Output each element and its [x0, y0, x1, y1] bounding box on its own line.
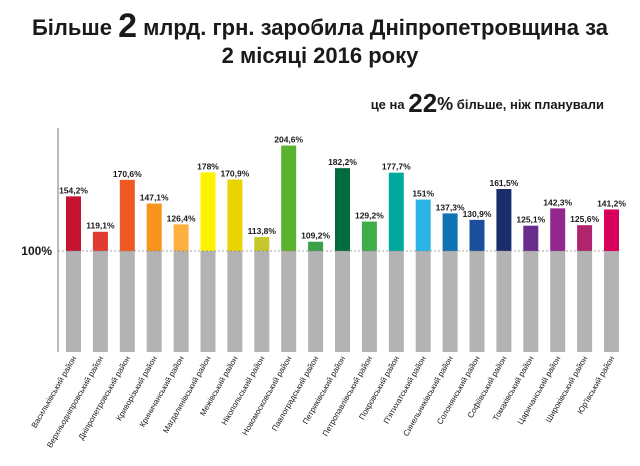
bar-excess: [577, 225, 593, 251]
bar-excess: [335, 168, 350, 251]
bar-excess: [200, 172, 216, 251]
bar-value-label: 126,4%: [167, 213, 196, 223]
bar-excess: [496, 189, 512, 251]
bar-base: [523, 251, 539, 352]
category-label: Петропавлівський район: [321, 355, 374, 438]
bar-base: [66, 251, 81, 352]
bar-excess: [227, 179, 243, 251]
bar-excess: [361, 221, 377, 251]
bar-value-label: 178%: [197, 161, 219, 171]
bar-base: [442, 251, 458, 352]
bar-excess: [254, 237, 270, 251]
subtitle-big-number: 22: [408, 88, 438, 118]
bar-excess: [604, 209, 619, 251]
chart-title: Більше 2 млрд. грн. заробила Дніпропетро…: [0, 9, 640, 70]
title-prefix: Більше: [31, 15, 112, 40]
bar-value-label: 154,2%: [59, 185, 88, 195]
bar-base: [254, 251, 270, 352]
bar-excess: [281, 145, 297, 251]
bar-value-label: 151%: [412, 189, 434, 199]
bar-excess: [119, 179, 135, 251]
bar-value-label: 204,6%: [274, 135, 303, 145]
title-big-number: 2: [118, 7, 138, 45]
bar-excess: [415, 199, 431, 251]
bar-base: [469, 251, 485, 352]
bar-excess: [550, 208, 566, 251]
bar-value-label: 177,7%: [382, 162, 411, 172]
bar-value-label: 170,9%: [220, 169, 249, 179]
bar-value-label: 129,2%: [355, 211, 384, 221]
bar-value-label: 182,2%: [328, 157, 357, 167]
category-label: Новомосковський район: [241, 355, 294, 437]
bar-value-label: 142,3%: [543, 197, 572, 207]
subtitle-prefix: це на: [370, 97, 405, 112]
category-label: Павлоградський район: [270, 355, 320, 433]
title-line-2: 2 місяці 2016 року: [221, 43, 419, 68]
bar-value-label: 109,2%: [301, 231, 330, 241]
bar-value-label: 147,1%: [140, 193, 169, 203]
bar-excess: [146, 203, 162, 251]
bar-value-label: 130,9%: [463, 209, 492, 219]
bar-base: [92, 251, 108, 352]
title-line-1: Більше 2 млрд. грн. заробила Дніпропетро…: [0, 9, 640, 43]
bar-base: [335, 251, 350, 352]
reference-label: 100%: [21, 244, 52, 258]
bars-layer: 154,2% 119,1% 170,6% 147,1% 126,4% 178%170,9%…: [59, 135, 626, 352]
bar-excess: [523, 225, 539, 251]
chart-subtitle: це на 22% більше, ніж планували: [371, 88, 604, 119]
bar-excess: [66, 196, 81, 251]
bar-value-label: 141,2%: [597, 198, 626, 208]
subtitle-suffix: більше, ніж планували: [456, 97, 604, 112]
bar-excess: [442, 213, 458, 251]
bar-base: [361, 251, 377, 352]
category-label: Васильківський район: [30, 355, 79, 430]
bar-base: [227, 251, 243, 352]
bar-excess: [469, 219, 485, 251]
title-suffix: млрд. грн. заробила Дніпропетровщина за: [143, 15, 609, 40]
bar-excess: [388, 172, 404, 251]
bar-base: [146, 251, 162, 352]
category-label: Синельниківський район: [401, 354, 454, 437]
bar-base: [173, 251, 189, 352]
category-label: Магдалинівський район: [161, 355, 213, 435]
bar-value-label: 170,6%: [113, 169, 142, 179]
bar-base: [550, 251, 566, 352]
bar-base: [604, 251, 619, 352]
category-label: Дніпропетровський район: [77, 355, 132, 442]
subtitle-percent-sign: %: [437, 94, 454, 114]
bar-base: [577, 251, 593, 352]
bar-value-label: 119,1%: [86, 221, 115, 231]
bar-base: [308, 251, 324, 352]
bar-excess: [308, 241, 324, 251]
bar-value-label: 125,1%: [516, 215, 545, 225]
bar-value-label: 113,8%: [248, 226, 277, 236]
bar-value-label: 137,3%: [436, 202, 465, 212]
bar-base: [281, 251, 297, 352]
bar-excess: [173, 224, 189, 251]
bar-value-label: 125,6%: [570, 214, 599, 224]
bar-base: [415, 251, 431, 352]
bar-base: [496, 251, 512, 352]
bar-base: [119, 251, 135, 352]
bar-value-label: 161,5%: [489, 178, 518, 188]
bar-base: [200, 251, 216, 352]
bar-excess: [92, 231, 108, 251]
bar-base: [388, 251, 404, 352]
